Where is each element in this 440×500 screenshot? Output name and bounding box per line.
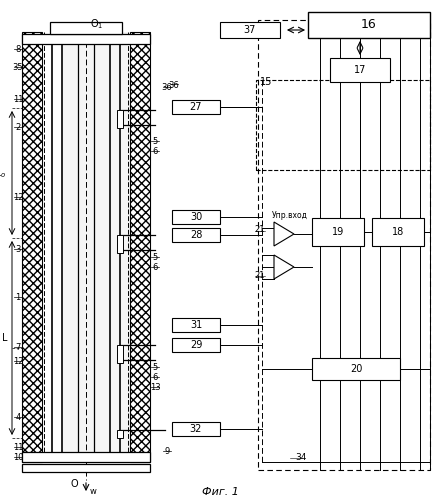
Bar xyxy=(117,235,123,253)
Text: 5: 5 xyxy=(152,364,158,372)
Bar xyxy=(50,22,122,34)
Bar xyxy=(117,430,123,438)
Text: 5: 5 xyxy=(152,254,158,262)
Text: O: O xyxy=(70,479,78,489)
Text: 29: 29 xyxy=(190,340,202,350)
Text: 21: 21 xyxy=(255,226,265,234)
Bar xyxy=(172,210,220,224)
Text: 37: 37 xyxy=(244,25,256,35)
Bar xyxy=(220,22,280,38)
Text: 12: 12 xyxy=(13,358,23,366)
Bar xyxy=(308,12,430,38)
Text: w: w xyxy=(90,488,97,496)
Bar xyxy=(172,228,220,242)
Text: Фиг. 1: Фиг. 1 xyxy=(202,487,238,497)
Text: 35: 35 xyxy=(13,64,23,72)
Text: 6: 6 xyxy=(152,148,158,156)
Bar xyxy=(22,34,150,44)
Text: 18: 18 xyxy=(392,227,404,237)
Text: 19: 19 xyxy=(332,227,344,237)
Text: 8: 8 xyxy=(15,46,21,54)
Text: 16: 16 xyxy=(361,18,377,32)
Text: Упр.вход: Упр.вход xyxy=(272,210,308,220)
Bar xyxy=(22,32,42,462)
Text: 6: 6 xyxy=(152,374,158,382)
Bar xyxy=(172,338,220,352)
Text: 3: 3 xyxy=(15,246,21,254)
Bar xyxy=(256,80,430,170)
Bar xyxy=(130,32,150,462)
Text: 17: 17 xyxy=(354,65,366,75)
Text: 20: 20 xyxy=(350,364,362,374)
Text: 9: 9 xyxy=(165,448,170,456)
Bar xyxy=(312,358,400,380)
Bar xyxy=(22,452,150,462)
Bar xyxy=(330,58,390,82)
Bar xyxy=(117,110,123,128)
Text: 34: 34 xyxy=(295,452,306,462)
Text: 1: 1 xyxy=(15,294,21,302)
Bar xyxy=(62,32,130,462)
Text: 36: 36 xyxy=(161,84,172,92)
Text: 7: 7 xyxy=(15,344,21,352)
Text: 4: 4 xyxy=(15,414,21,422)
Bar xyxy=(172,318,220,332)
Text: $L_o$: $L_o$ xyxy=(0,166,6,180)
Bar xyxy=(258,20,430,470)
Text: 31: 31 xyxy=(190,320,202,330)
Text: 30: 30 xyxy=(190,212,202,222)
Text: 28: 28 xyxy=(190,230,202,240)
Polygon shape xyxy=(274,255,294,279)
Text: O$_1$: O$_1$ xyxy=(90,17,103,31)
Text: 6: 6 xyxy=(152,264,158,272)
Text: 27: 27 xyxy=(190,102,202,112)
Text: 32: 32 xyxy=(190,424,202,434)
Bar xyxy=(372,218,424,246)
Text: 12: 12 xyxy=(13,194,23,202)
Text: 10: 10 xyxy=(13,454,23,462)
Text: 13: 13 xyxy=(150,384,160,392)
Bar xyxy=(172,100,220,114)
Text: 2: 2 xyxy=(15,124,21,132)
Bar xyxy=(22,464,150,472)
Bar xyxy=(117,345,123,363)
Text: 21: 21 xyxy=(255,270,265,280)
Text: 36: 36 xyxy=(169,80,180,90)
Bar xyxy=(312,218,364,246)
Text: 15: 15 xyxy=(260,77,272,87)
Bar xyxy=(172,422,220,436)
Text: 11: 11 xyxy=(13,444,23,452)
Text: 11: 11 xyxy=(13,96,23,104)
Text: 5: 5 xyxy=(152,138,158,146)
Text: L: L xyxy=(1,333,7,343)
Polygon shape xyxy=(274,222,294,246)
